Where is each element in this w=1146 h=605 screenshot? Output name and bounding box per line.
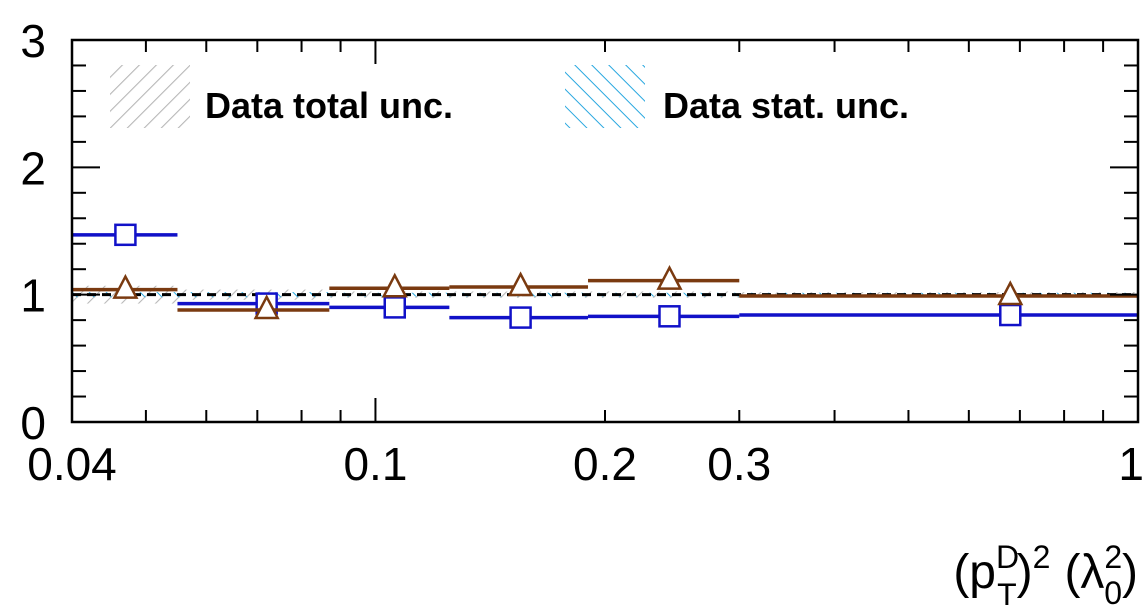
series-1-marker-square-6 xyxy=(1000,305,1020,325)
series-1-marker-square-5 xyxy=(659,306,679,326)
xlabel-unit-open: (λ xyxy=(1064,546,1104,599)
xlabel-open: (p xyxy=(953,546,996,599)
legend-label-total: Data total unc. xyxy=(205,85,453,126)
series-2-marker-triangle-3 xyxy=(384,275,406,296)
series-2-marker-triangle-4 xyxy=(510,274,532,295)
y-tick-label-2: 1 xyxy=(20,270,46,322)
xlabel-unit-sub: 0 xyxy=(1104,575,1122,605)
x-tick-label-4: 0.3 xyxy=(707,438,771,490)
xlabel-close: ) xyxy=(1017,546,1033,599)
y-tick-label-1: 0 xyxy=(20,397,46,449)
x-tick-label-5: 1 xyxy=(1118,438,1144,490)
y-tick-label-3: 2 xyxy=(20,142,46,194)
legend-label-stat: Data stat. unc. xyxy=(663,85,909,126)
x-tick-label-3: 0.2 xyxy=(573,438,637,490)
xlabel-unit-close: ) xyxy=(1122,546,1138,599)
series-1-marker-square-3 xyxy=(385,297,405,317)
legend-swatch-stat xyxy=(565,65,645,128)
x-tick-label-2: 0.1 xyxy=(343,438,407,490)
legend-swatch-total xyxy=(110,65,190,128)
y-tick-label-4: 3 xyxy=(20,15,46,67)
x-axis-title-text: (pD T)2 (λ2 0) xyxy=(953,539,1138,605)
xlabel-power: 2 xyxy=(1033,539,1051,575)
legend: Data total unc. Data stat. unc. xyxy=(110,65,909,128)
series-1-marker-square-4 xyxy=(511,308,531,328)
xlabel-unit-sup: 2 xyxy=(1104,539,1122,575)
series-2-marker-triangle-5 xyxy=(658,268,680,289)
series-1-marker-square-1 xyxy=(115,225,135,245)
series-layer xyxy=(72,225,1138,328)
xlabel-sub: T xyxy=(997,577,1017,605)
x-axis-title: (pD T)2 (λ2 0) xyxy=(953,539,1138,605)
xlabel-sup: D xyxy=(996,539,1019,575)
